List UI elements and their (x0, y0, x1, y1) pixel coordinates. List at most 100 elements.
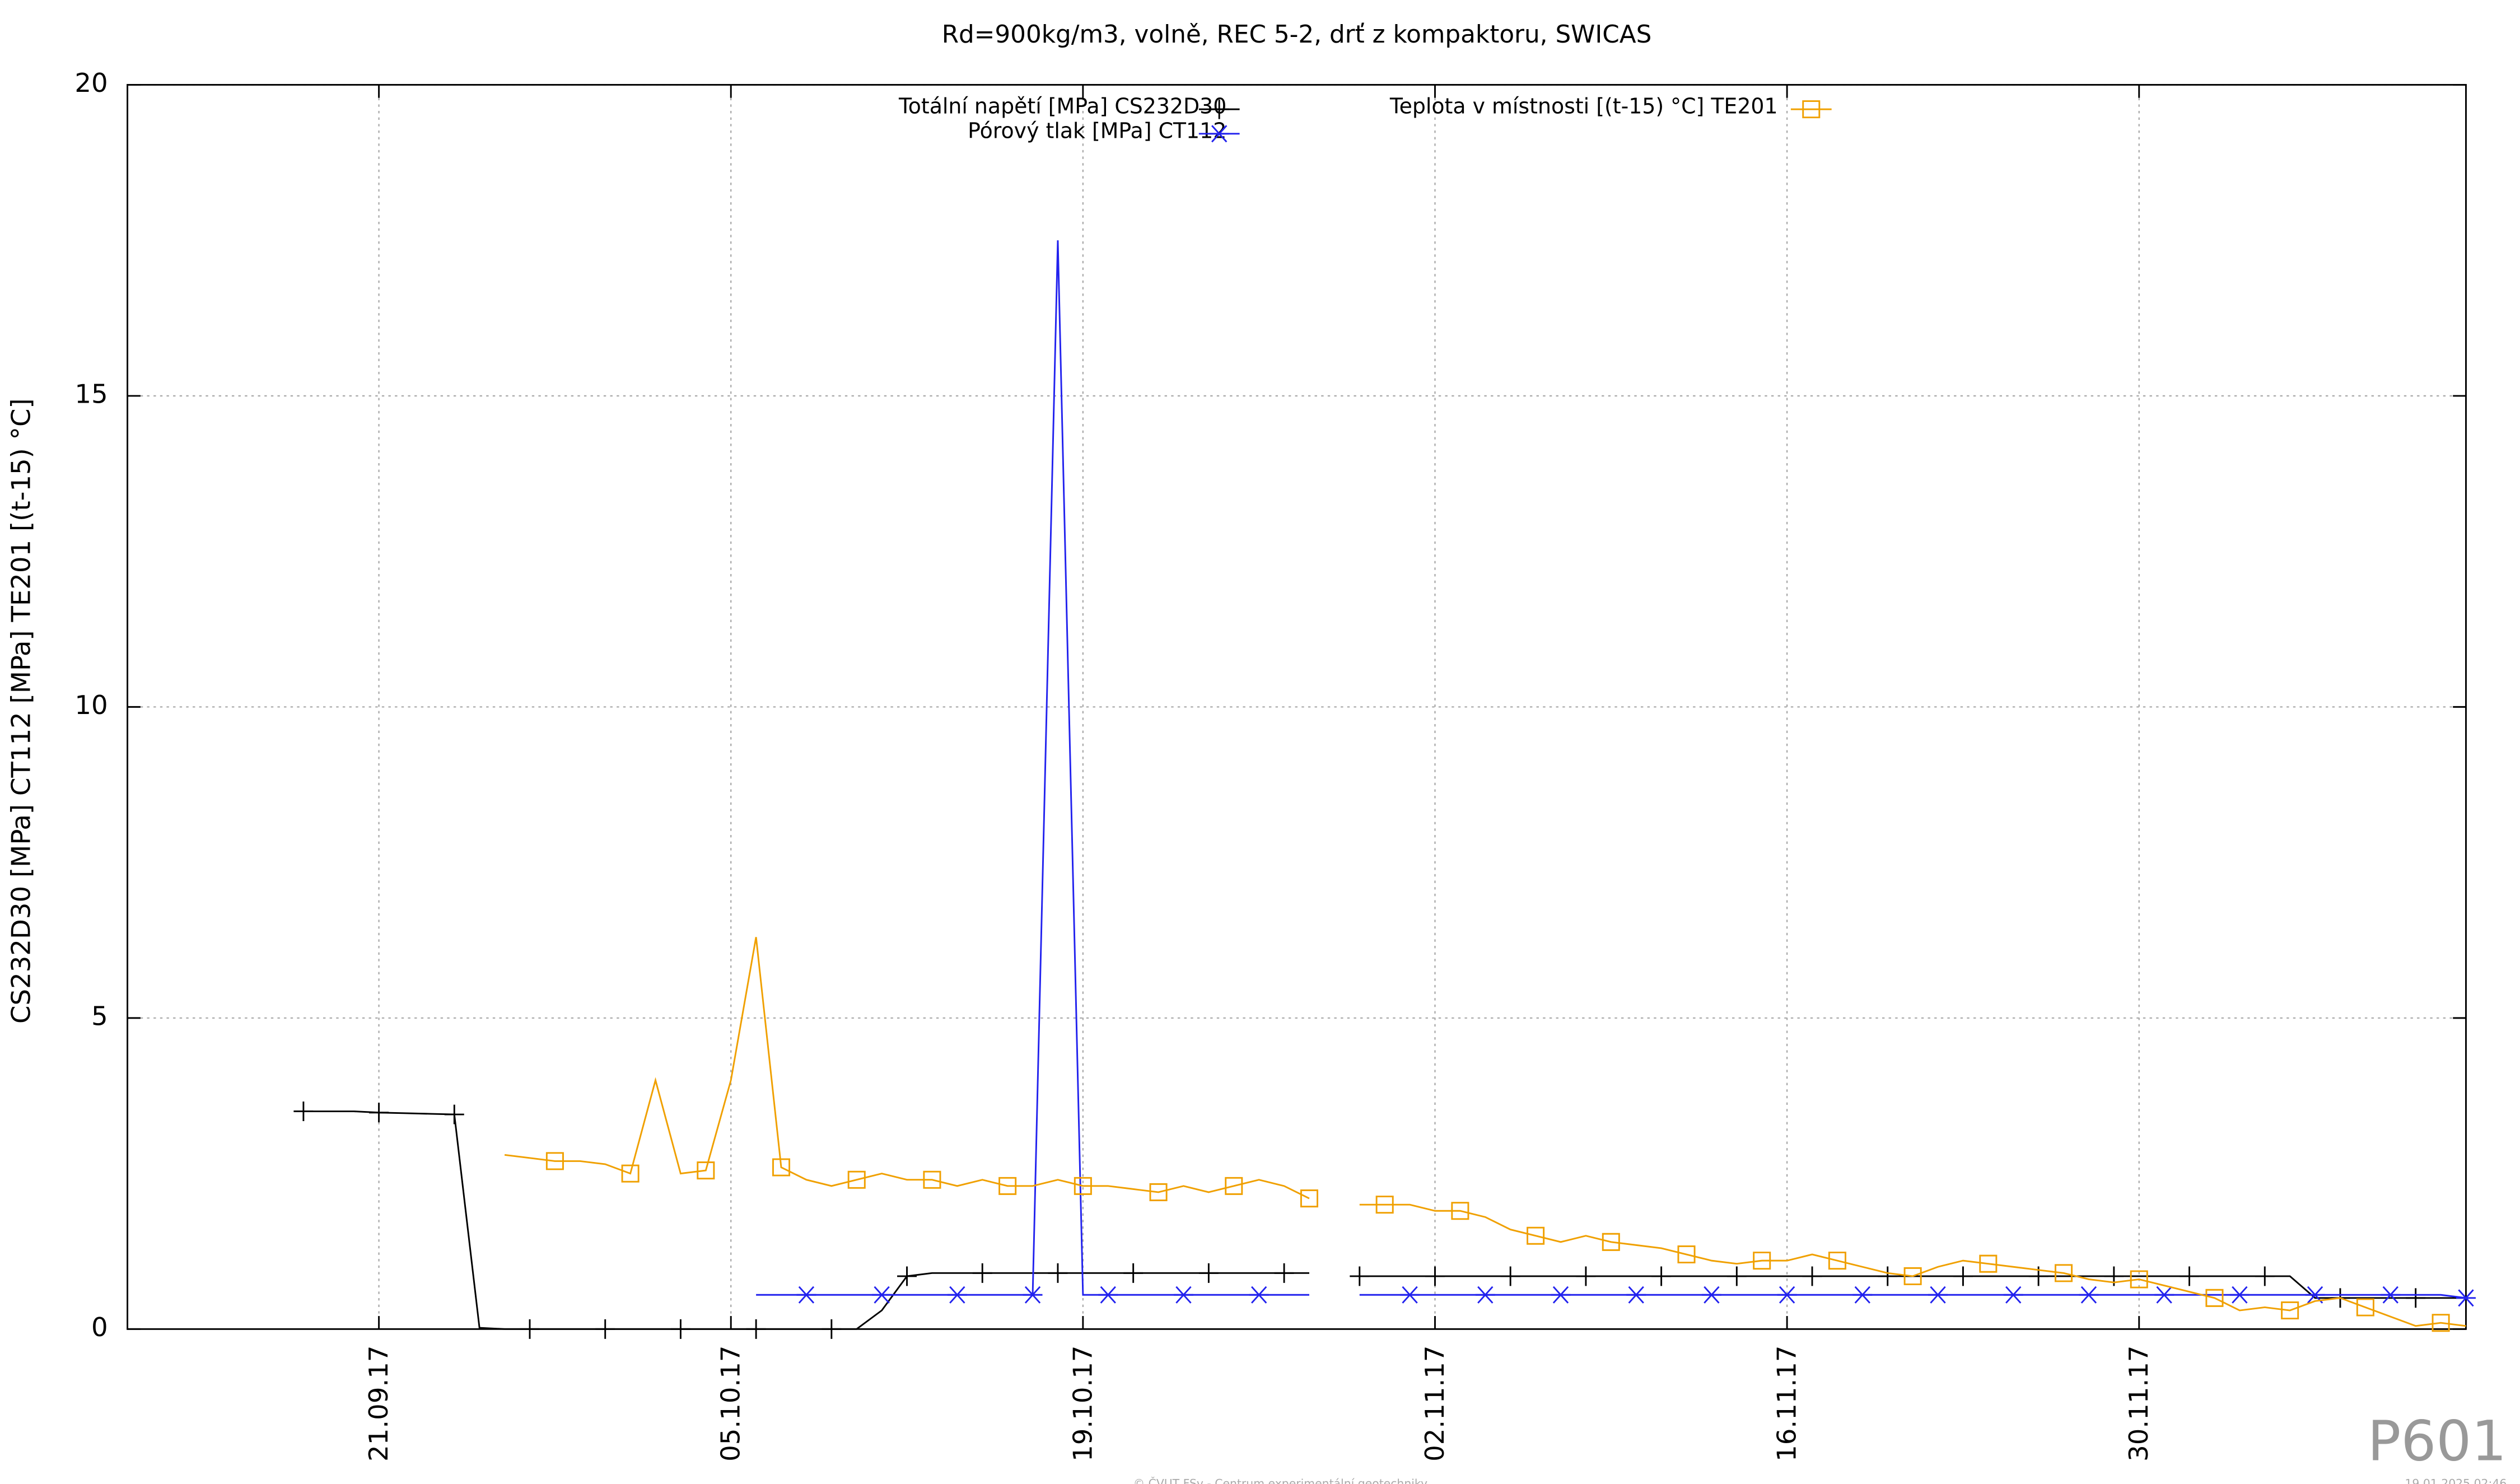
data-point (1753, 1252, 1771, 1270)
data-point (796, 1286, 816, 1304)
data-point (1527, 1226, 1545, 1245)
data-point (1953, 1266, 1973, 1286)
data-point (972, 1263, 992, 1283)
x-tick-label: 21.09.17 (363, 1345, 394, 1461)
data-point (2281, 1301, 2299, 1320)
data-point (772, 1158, 791, 1177)
data-point (2154, 1286, 2174, 1304)
data-point (872, 1286, 892, 1304)
data-point (1828, 1252, 1846, 1270)
data-point (746, 1319, 766, 1339)
data-point (897, 1266, 917, 1286)
data-point (1173, 1286, 1193, 1304)
data-point (1802, 1266, 1822, 1286)
x-tick-label: 16.11.17 (1772, 1345, 1802, 1461)
x-tick-label: 05.10.17 (716, 1345, 746, 1461)
data-point (2456, 1289, 2476, 1307)
data-point (923, 1170, 941, 1189)
data-point (1551, 1286, 1571, 1304)
data-point (2180, 1266, 2200, 1286)
data-point (1198, 1263, 1219, 1283)
data-point (670, 1319, 690, 1339)
plot-frame (127, 83, 2467, 1330)
data-point (2003, 1286, 2023, 1304)
data-point (1979, 1254, 1998, 1273)
data-point (1903, 1267, 1922, 1285)
data-point (1123, 1263, 1144, 1283)
data-point (1602, 1233, 1620, 1251)
data-point (2130, 1270, 2148, 1289)
data-point (697, 1161, 715, 1180)
data-point (595, 1319, 615, 1339)
timestamp: 19.01.2025 02:46 (2405, 1477, 2507, 1484)
data-point (1802, 100, 1821, 119)
legend-label: Pórový tlak [MPa] CT112 (968, 118, 1226, 143)
x-tick-label: 02.11.17 (1420, 1345, 1450, 1461)
data-point (1149, 1183, 1168, 1201)
data-point (847, 1170, 866, 1189)
y-axis-label: CS232D30 [MPa] CT112 [MPa] TE201 [(t-15)… (6, 398, 36, 1024)
data-point (1400, 1286, 1420, 1304)
data-point (1626, 1286, 1646, 1304)
x-tick-label: 19.10.17 (1067, 1345, 1098, 1461)
y-tick-label: 5 (91, 1001, 108, 1031)
data-point (2406, 1288, 2426, 1308)
watermark: P601 (2368, 1409, 2507, 1473)
data-point (1701, 1286, 1721, 1304)
data-point (947, 1286, 967, 1304)
legend-label: Teplota v místnosti [(t-15) °C] TE201 (1389, 94, 1778, 119)
data-point (2205, 1289, 2224, 1307)
data-point (1098, 1286, 1118, 1304)
data-point (1651, 1266, 1672, 1286)
y-tick-label: 0 (91, 1312, 108, 1342)
series-line (303, 1110, 2466, 1330)
y-tick-label: 20 (74, 68, 108, 98)
data-point (2381, 1286, 2401, 1304)
data-point (1475, 1286, 1495, 1304)
data-point (2432, 1314, 2450, 1332)
footer: © ČVUT FSv - Centrum experimentální geot… (1133, 1476, 1427, 1484)
data-point (1375, 1196, 1394, 1214)
data-point (1576, 1266, 1596, 1286)
data-point (1878, 1266, 1898, 1286)
x-tick-label: 30.11.17 (2124, 1345, 2154, 1461)
data-point (369, 1103, 389, 1123)
data-point (444, 1104, 464, 1124)
data-point (1928, 1286, 1948, 1304)
data-point (2079, 1286, 2099, 1304)
data-point (2055, 1264, 2073, 1282)
data-point (520, 1319, 540, 1339)
data-point (998, 1177, 1017, 1195)
data-point (1225, 1177, 1243, 1195)
data-point (2255, 1266, 2275, 1286)
data-point (1023, 1286, 1043, 1304)
data-point (545, 1152, 564, 1170)
data-point (1300, 1189, 1318, 1208)
data-point (621, 1164, 640, 1183)
data-point (1677, 1245, 1696, 1264)
data-point (1852, 1286, 1873, 1304)
data-point (1777, 1286, 1797, 1304)
y-tick-label: 10 (74, 690, 108, 720)
data-point (1074, 1177, 1092, 1195)
data-point (1726, 1266, 1747, 1286)
series-line (756, 240, 2466, 1299)
y-tick-label: 15 (74, 379, 108, 409)
data-point (1425, 1266, 1445, 1286)
series-line (504, 937, 2466, 1327)
data-point (1209, 99, 1229, 119)
chart-title: Rd=900kg/m3, volně, REC 5-2, drť z kompa… (942, 20, 1652, 49)
data-point (1350, 1266, 1370, 1286)
data-point (2356, 1298, 2374, 1317)
data-point (1209, 125, 1229, 143)
data-point (1048, 1263, 1068, 1283)
data-point (822, 1319, 842, 1339)
data-point (293, 1102, 314, 1121)
data-point (1451, 1202, 1469, 1220)
data-point (1274, 1263, 1294, 1283)
data-point (1249, 1286, 1269, 1304)
legend-label: Totální napětí [MPa] CS232D30 (898, 94, 1226, 119)
data-point (2229, 1286, 2250, 1304)
